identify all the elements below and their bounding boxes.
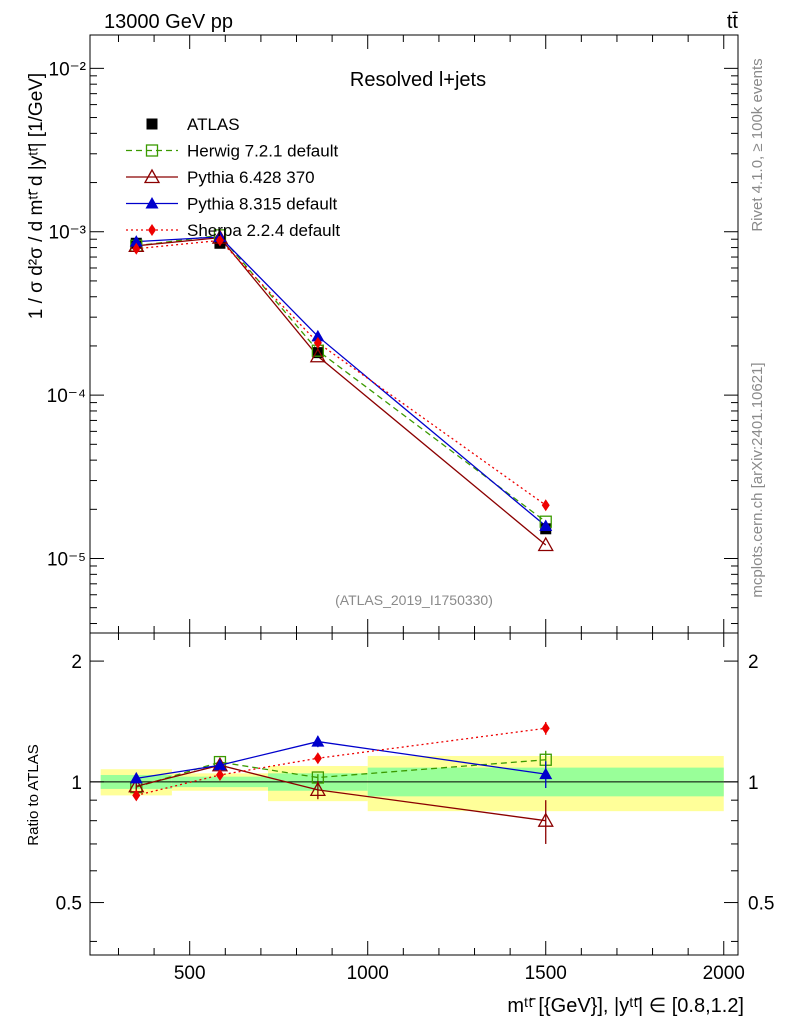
ratio-y-tick-label-left: 2	[71, 652, 82, 673]
py8-main-point	[129, 235, 143, 247]
legend-label-py8: Pythia 8.315 default	[187, 195, 338, 214]
main-y-axis-title: 1 / σ d²σ / d mᵗᵗ̄ d |yᵗᵗ̄| [1/GeV]	[26, 73, 47, 319]
main-y-tick-label: 10⁻⁴	[47, 386, 86, 407]
ratio-y-tick-label-right: 0.5	[748, 894, 774, 915]
ratio-y-axis-title: Ratio to ATLAS	[25, 744, 42, 845]
main-y-tick-label: 10⁻³	[49, 223, 87, 244]
py6-main-point	[309, 347, 326, 363]
sherpa-ratio-point	[541, 722, 550, 735]
py6-ratio-point	[309, 781, 326, 796]
sherpa-ratio-line	[136, 727, 546, 797]
herwig-main-line	[136, 234, 547, 523]
sherpa-main-point	[313, 336, 322, 349]
ratio-plot-series	[128, 721, 554, 844]
py8-main-point	[311, 329, 325, 342]
mcplots-label: mcplots.cern.ch [arXiv:2401.10621]	[749, 362, 766, 597]
sherpa-main-line	[136, 239, 547, 506]
process-label: tt̄	[727, 11, 739, 33]
py8-ratio-point	[213, 758, 227, 771]
legend-marker-py8	[145, 197, 159, 209]
ratio-y-tick-label-right: 1	[748, 773, 759, 794]
sherpa-ratio-point	[215, 768, 224, 781]
herwig-ratio-line	[136, 759, 546, 788]
x-tick-label: 1500	[525, 963, 567, 984]
ratio-y-tick-label-right: 2	[748, 652, 759, 673]
atlas-main-point	[312, 347, 324, 359]
axis-ticks	[90, 35, 738, 955]
py8-main-point	[539, 519, 553, 532]
ratio-plot-frame	[89, 632, 739, 956]
legend-marker-sherpa	[148, 224, 156, 236]
py8-main-line	[136, 236, 547, 527]
x-axis-title: mᵗᵗ̄ [{GeV}], |yᵗᵗ̄| ∈ [0.8,1.2]	[507, 995, 744, 1017]
legend-marker-atlas	[146, 118, 158, 130]
main-y-tick-label: 10⁻²	[49, 59, 87, 80]
main-y-tick-label: 10⁻⁵	[47, 550, 86, 571]
x-tick-label: 2000	[703, 963, 745, 984]
sherpa-ratio-point	[313, 752, 322, 765]
main-plot-series	[128, 229, 554, 552]
py8-ratio-point	[539, 767, 553, 780]
legend-marker-herwig	[145, 144, 159, 157]
sherpa-main-point	[215, 234, 224, 247]
legend-label-sherpa: Sherpa 2.2.4 default	[187, 221, 340, 240]
sherpa-main-point	[541, 499, 550, 512]
main-plot-title: Resolved l+jets	[350, 69, 486, 91]
sherpa-ratio-point	[132, 789, 141, 802]
energy-label: 13000 GeV pp	[104, 11, 233, 33]
analysis-tag: (ATLAS_2019_I1750330)	[335, 592, 493, 608]
py6-main-point	[537, 536, 554, 552]
legend-label-py6: Pythia 6.428 370	[187, 168, 315, 187]
ratio-y-tick-label-left: 0.5	[56, 894, 82, 915]
py6-ratio-point	[537, 812, 554, 827]
rivet-label: Rivet 4.1.0, ≥ 100k events	[749, 58, 766, 231]
legend-label-atlas: ATLAS	[187, 115, 240, 134]
ratio-y-tick-label-left: 1	[71, 773, 82, 794]
legend-label-herwig: Herwig 7.2.1 default	[187, 142, 338, 161]
py8-ratio-line	[136, 740, 546, 780]
py8-ratio-point	[129, 771, 143, 784]
legend: ATLAS Herwig 7.2.1 default Pythia 6.428 37…	[126, 115, 340, 240]
axis-tick-labels: 10⁻⁵ 10⁻⁴ 10⁻³ 10⁻² 500 1000 1500 2000 0.5 0.5 1 1 2…	[47, 59, 775, 984]
sherpa-main-point	[132, 242, 141, 255]
py6-main-line	[136, 236, 547, 546]
py8-ratio-point	[311, 735, 325, 747]
legend-marker-py6	[143, 168, 161, 184]
x-tick-label: 500	[174, 963, 206, 984]
py6-ratio-line	[136, 764, 546, 822]
x-tick-label: 1000	[347, 963, 389, 984]
